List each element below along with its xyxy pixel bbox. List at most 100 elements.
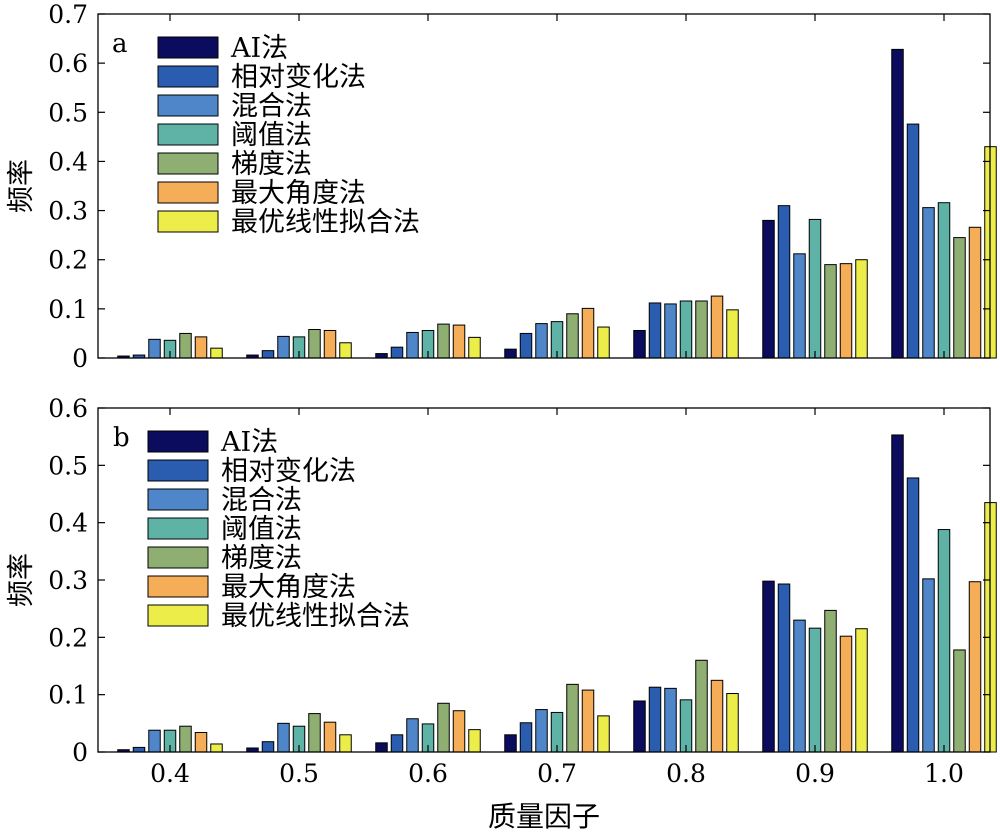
x-tick-label: 0.5 [279,759,319,788]
bar-a-s1-c1 [261,350,275,359]
legend-label: 最优线性拟合法 [221,601,410,632]
bar-b-s1-c0 [132,746,146,753]
legend-swatch [147,488,209,511]
bar-a-s1-c2 [390,346,404,359]
x-tick-label: 0.9 [795,759,835,788]
bar-b-s6-c1 [339,734,352,753]
y-tick-label: 0.3 [48,197,88,226]
bar-b-s6-c5 [855,628,868,753]
y-tick-label: 0.4 [48,147,88,176]
bar-b-s4-c0 [179,725,192,753]
y-axis-label: 频率 [6,159,37,213]
bar-a-s6-c5 [855,259,868,359]
bar-b-s3-c6 [937,529,951,753]
legend-swatch [147,459,209,482]
bar-a-s0-c6 [891,48,904,359]
bar-a-s4-c6 [953,237,966,359]
legend-label: 相对变化法 [231,62,366,93]
x-tick-label: 1.0 [924,759,964,788]
bar-a-s6-c0 [210,347,223,359]
bar-b-s1-c1 [261,741,275,753]
bar-a-s2-c0 [148,338,161,359]
y-tick-label: 0 [72,738,88,767]
bar-b-s1-c4 [648,686,662,753]
bar-a-s4-c5 [824,264,837,359]
bar-a-s2-c5 [793,253,806,359]
y-tick-label: 0.7 [48,0,88,29]
bar-b-s2-c4 [664,687,677,753]
bar-a-s6-c3 [597,326,610,359]
bar-a-s2-c3 [535,323,548,359]
legend-swatch [157,210,219,233]
y-tick-label: 0.2 [48,623,88,652]
bar-b-s2-c1 [277,722,290,753]
legend-label: 最大角度法 [231,178,366,209]
y-tick-label: 0.6 [48,394,88,423]
x-tick-label: 0.7 [537,759,577,788]
bar-b-s5-c2 [452,710,466,753]
bar-b-s4-c6 [953,649,966,753]
bar-a-s3-c6 [937,202,951,359]
x-axis-label: 质量因子 [488,800,600,833]
bar-a-s5-c1 [323,329,337,359]
bar-b-s1-c5 [777,583,791,753]
legend-swatch [157,123,219,146]
bar-b-s5-c4 [710,679,724,753]
bar-b-s2-c3 [535,709,548,753]
bar-a-s0-c5 [762,219,775,359]
bar-b-s4-c5 [824,609,837,753]
legend-swatch [157,181,219,204]
bar-a-s1-c6 [906,123,920,359]
legend-swatch [157,94,219,117]
legend-label: AI法 [220,427,278,458]
bar-b-s4-c4 [695,659,708,753]
bar-b-s0-c5 [762,580,775,753]
y-tick-label: 0.3 [48,566,88,595]
legend-label: 相对变化法 [221,456,356,487]
bar-b-s4-c3 [566,683,579,753]
bar-b-s3-c5 [808,627,822,753]
bar-a-s2-c2 [406,331,419,359]
panel-a: 0 0.1 0.2 0.3 0.4 0.5 0.6 0.7 频率 a AI法相对变化法混合法阈值法梯… [6,0,997,373]
bar-b-s4-c2 [437,702,450,753]
y-tick-label: 0.6 [48,49,88,78]
legend-swatch [157,152,219,175]
legend-label: 阈值法 [221,514,302,545]
bar-b-s6-c4 [726,693,739,753]
bar-a-s1-c4 [648,302,662,359]
bar-a-s4-c4 [695,300,708,359]
legend-swatch [147,604,209,627]
x-tick-label: 0.6 [408,759,448,788]
legend-swatch [157,36,219,59]
bar-a-s6-c2 [468,336,481,359]
bar-a-s1-c5 [777,205,791,359]
legend-label: 最大角度法 [221,572,356,603]
bar-a-s6-c4 [726,309,739,359]
bar-b-s5-c0 [194,732,208,753]
bar-a-s5-c3 [581,307,595,359]
y-tick-label: 0.4 [48,509,88,538]
legend-label: 阈值法 [231,120,312,151]
bar-b-s5-c1 [323,721,337,753]
bar-b-s5-c3 [581,689,595,753]
bar-b-s1-c6 [906,477,920,753]
bar-a-s5-c0 [194,336,208,359]
legend-label: 混合法 [221,485,302,516]
y-tick-label: 0 [72,344,88,373]
bar-b-s2-c6 [922,578,935,753]
panel-label: b [113,423,130,453]
bar-b-s6-c3 [597,715,610,753]
legend-swatch [147,546,209,569]
y-tick-label: 0.5 [48,451,88,480]
bar-b-s1-c3 [519,722,533,753]
legend-label: AI法 [230,33,288,64]
bar-b-s0-c6 [891,434,904,753]
bar-a-s5-c2 [452,324,466,359]
bar-b-s3-c4 [679,699,693,753]
y-tick-label: 0.1 [48,681,88,710]
bar-a-s3-c5 [808,218,822,359]
bar-b-s6-c2 [468,729,481,753]
bar-a-s2-c6 [922,207,935,359]
